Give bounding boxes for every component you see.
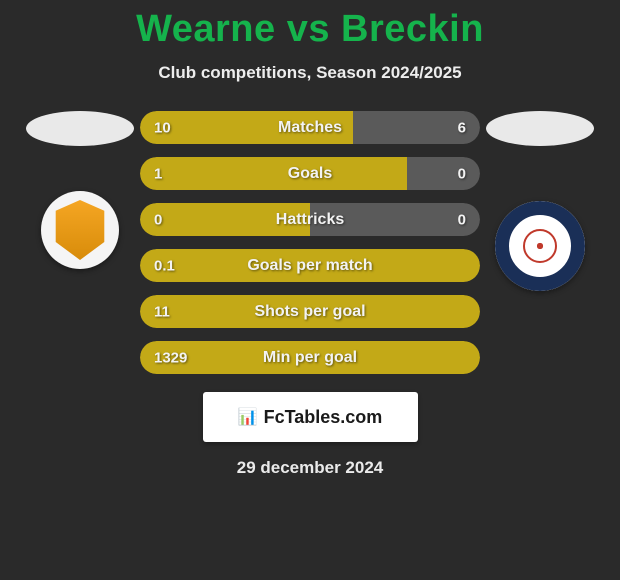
right-player-column [480,111,600,291]
stat-label: Goals per match [247,257,372,275]
stat-label: Hattricks [276,211,344,229]
stat-row: Hattricks 0 0 [140,203,480,236]
stat-value-left: 1329 [154,349,187,366]
stat-bar-left [140,157,407,190]
stat-value-left: 11 [154,303,170,320]
stat-value-left: 10 [154,119,171,136]
right-player-photo-placeholder [486,111,594,146]
stat-value-left: 0.1 [154,257,175,274]
left-player-column [20,111,140,269]
stat-value-right: 6 [458,119,466,136]
stat-bars: Matches106Goals10Hattricks00Goals per ma… [140,111,480,374]
stat-row: Goals 1 0 [140,157,480,190]
comparison-content: Matches106Goals10Hattricks00Goals per ma… [0,111,620,374]
stat-row: Goals per match 0.1 [140,249,480,282]
stat-value-right: 0 [458,211,466,228]
stat-value-left: 0 [154,211,162,228]
stat-label: Min per goal [263,349,357,367]
stat-label: Matches [278,119,342,137]
comparison-title: Wearne vs Breckin [0,0,620,51]
stat-bar-right [407,157,480,190]
shield-icon [53,200,107,260]
left-club-badge [41,191,119,269]
brand-badge[interactable]: 📊 FcTables.com [203,392,418,442]
chart-icon: 📊 [238,407,258,427]
stat-row: Matches 10 6 [140,111,480,144]
stat-value-right: 0 [458,165,466,182]
stat-row: Shots per goal 11 [140,295,480,328]
brand-label: FcTables.com [264,407,383,428]
crest-ring-icon [495,201,585,291]
left-player-photo-placeholder [26,111,134,146]
stat-row: Min per goal 1329 [140,341,480,374]
footer-date: 29 december 2024 [0,458,620,478]
right-club-badge [495,201,585,291]
stat-value-left: 1 [154,165,162,182]
stat-label: Shots per goal [254,303,365,321]
stat-label: Goals [288,165,332,183]
season-subtitle: Club competitions, Season 2024/2025 [0,63,620,83]
lion-icon [523,229,557,263]
